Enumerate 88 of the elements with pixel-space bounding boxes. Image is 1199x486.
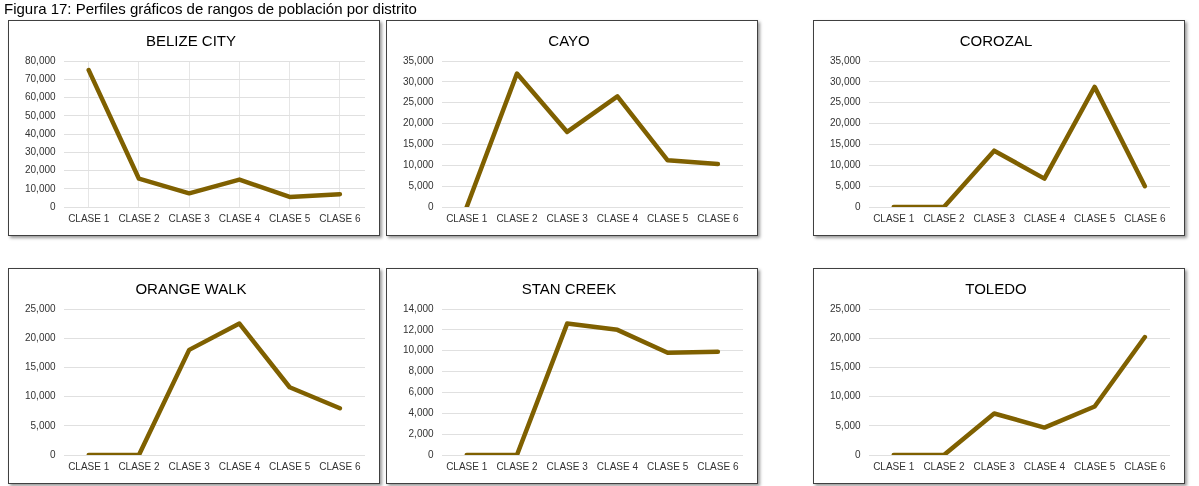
y-tick-label: 80,000 bbox=[24, 54, 57, 66]
y-tick-label: 15,000 bbox=[829, 138, 862, 150]
y-tick-label: 4,000 bbox=[408, 407, 435, 419]
x-tick-label: CLASE 6 bbox=[319, 212, 361, 224]
y-tick-label: 20,000 bbox=[24, 331, 57, 343]
x-tick-label: CLASE 3 bbox=[546, 460, 589, 472]
y-tick-label: 25,000 bbox=[829, 302, 862, 314]
y-tick-label: 30,000 bbox=[402, 75, 435, 87]
y-tick-label: 0 bbox=[50, 200, 57, 212]
x-tick-label: CLASE 4 bbox=[218, 460, 261, 472]
x-tick-label: CLASE 1 bbox=[873, 212, 915, 224]
x-tick-label: CLASE 5 bbox=[647, 212, 689, 224]
x-tick-label: CLASE 5 bbox=[1074, 460, 1116, 472]
x-tick-label: CLASE 4 bbox=[1023, 460, 1066, 472]
x-tick-label: CLASE 4 bbox=[596, 212, 639, 224]
y-tick-label: 15,000 bbox=[402, 138, 435, 150]
y-tick-label: 15,000 bbox=[829, 361, 862, 373]
y-tick-label: 0 bbox=[855, 200, 862, 212]
x-tick-label: CLASE 1 bbox=[68, 212, 110, 224]
y-tick-label: 12,000 bbox=[402, 323, 435, 335]
y-tick-label: 70,000 bbox=[24, 73, 57, 84]
x-tick-label: CLASE 6 bbox=[697, 460, 739, 472]
chart-title: TOLEDO bbox=[965, 280, 1027, 298]
chart-title: ORANGE WALK bbox=[135, 280, 247, 298]
x-tick-label: CLASE 2 bbox=[118, 212, 160, 224]
y-tick-label: 2,000 bbox=[408, 427, 435, 439]
x-tick-label: CLASE 1 bbox=[446, 212, 488, 224]
y-tick-label: 10,000 bbox=[24, 390, 57, 402]
text: Figura 17: Perfiles gráficos de rangos de población por distrito bbox=[4, 0, 417, 17]
y-tick-label: 10,000 bbox=[829, 390, 862, 402]
y-tick-label: 5,000 bbox=[835, 179, 862, 191]
x-tick-label: CLASE 5 bbox=[647, 460, 689, 472]
x-tick-label: CLASE 6 bbox=[697, 212, 739, 224]
y-tick-label: 5,000 bbox=[408, 179, 435, 191]
chart-title: BELIZE CITY bbox=[145, 32, 237, 50]
x-tick-label: CLASE 3 bbox=[546, 212, 589, 224]
x-tick-label: CLASE 1 bbox=[446, 460, 488, 472]
y-tick-label: 20,000 bbox=[829, 331, 862, 343]
y-tick-label: 25,000 bbox=[402, 96, 435, 108]
y-tick-label: 30,000 bbox=[24, 146, 57, 157]
y-tick-label: 0 bbox=[50, 448, 57, 460]
x-tick-label: CLASE 5 bbox=[269, 460, 311, 472]
y-tick-label: 35,000 bbox=[402, 54, 435, 66]
x-tick-label: CLASE 5 bbox=[1074, 212, 1116, 224]
x-tick-label: CLASE 2 bbox=[923, 212, 965, 224]
x-tick-label: CLASE 4 bbox=[1023, 212, 1066, 224]
y-tick-label: 10,000 bbox=[402, 344, 435, 356]
y-tick-label: 5,000 bbox=[30, 419, 57, 431]
chart-title: STAN CREEK bbox=[521, 280, 617, 298]
x-tick-label: CLASE 3 bbox=[168, 212, 211, 224]
x-tick-label: CLASE 4 bbox=[596, 460, 639, 472]
x-tick-label: CLASE 4 bbox=[218, 212, 261, 224]
y-tick-label: 20,000 bbox=[829, 117, 862, 129]
y-tick-label: 10,000 bbox=[402, 159, 435, 171]
y-tick-label: 30,000 bbox=[829, 75, 862, 87]
y-tick-label: 0 bbox=[428, 200, 435, 212]
y-tick-label: 5,000 bbox=[835, 419, 862, 431]
y-tick-label: 8,000 bbox=[408, 365, 435, 377]
x-tick-label: CLASE 2 bbox=[923, 460, 965, 472]
y-tick-label: 25,000 bbox=[829, 96, 862, 108]
x-tick-label: CLASE 2 bbox=[496, 212, 538, 224]
x-tick-label: CLASE 5 bbox=[269, 212, 311, 224]
y-tick-label: 40,000 bbox=[24, 127, 57, 139]
y-tick-label: 10,000 bbox=[24, 182, 57, 194]
y-tick-label: 14,000 bbox=[402, 302, 435, 314]
x-tick-label: CLASE 2 bbox=[118, 460, 160, 472]
x-tick-label: CLASE 6 bbox=[1124, 212, 1166, 224]
y-tick-label: 50,000 bbox=[24, 109, 57, 121]
x-tick-label: CLASE 3 bbox=[168, 460, 211, 472]
x-tick-label: CLASE 3 bbox=[973, 460, 1016, 472]
y-tick-label: 20,000 bbox=[24, 164, 57, 176]
y-tick-label: 25,000 bbox=[24, 302, 57, 314]
y-tick-label: 35,000 bbox=[829, 54, 862, 66]
chart-title: COROZAL bbox=[959, 32, 1033, 50]
y-tick-label: 10,000 bbox=[829, 159, 862, 171]
x-tick-label: CLASE 6 bbox=[1124, 460, 1166, 472]
x-tick-label: CLASE 2 bbox=[496, 460, 538, 472]
y-tick-label: 0 bbox=[855, 448, 862, 460]
y-tick-label: 15,000 bbox=[24, 361, 57, 373]
y-tick-label: 6,000 bbox=[408, 386, 435, 398]
x-tick-label: CLASE 3 bbox=[973, 212, 1016, 224]
x-tick-label: CLASE 1 bbox=[68, 460, 110, 472]
y-tick-label: 0 bbox=[428, 448, 435, 460]
chart-title: CAYO bbox=[548, 32, 590, 50]
y-tick-label: 20,000 bbox=[402, 117, 435, 129]
y-tick-label: 60,000 bbox=[24, 91, 57, 103]
x-tick-label: CLASE 1 bbox=[873, 460, 915, 472]
x-tick-label: CLASE 6 bbox=[319, 460, 361, 472]
